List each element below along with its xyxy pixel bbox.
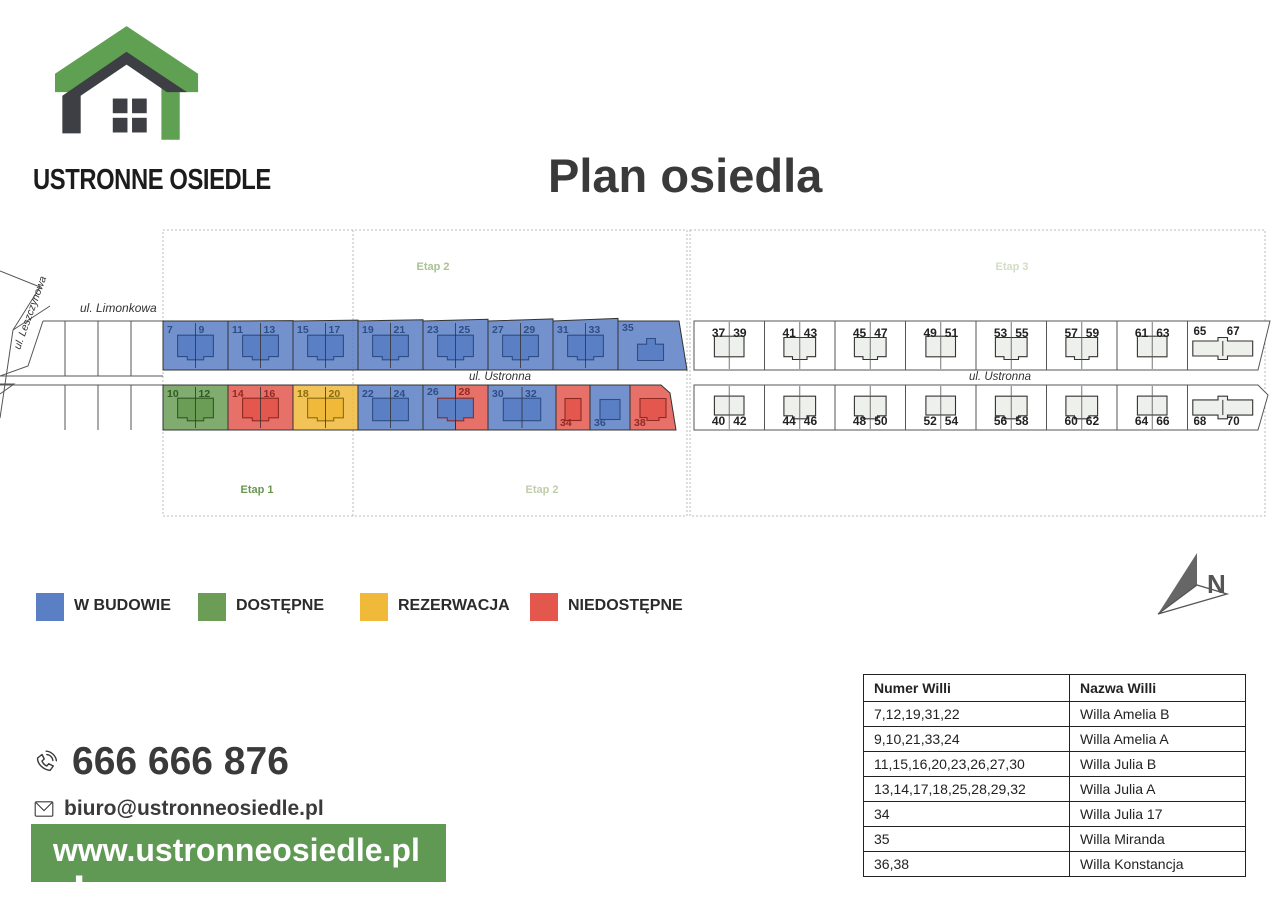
svg-text:25: 25 bbox=[459, 324, 471, 336]
svg-text:60: 60 bbox=[1064, 414, 1078, 428]
svg-text:63: 63 bbox=[1156, 326, 1170, 340]
svg-text:20: 20 bbox=[329, 388, 341, 400]
svg-text:24: 24 bbox=[394, 388, 406, 400]
svg-text:62: 62 bbox=[1086, 414, 1100, 428]
svg-text:22: 22 bbox=[362, 388, 374, 400]
svg-text:9: 9 bbox=[199, 324, 205, 336]
svg-text:55: 55 bbox=[1015, 326, 1029, 340]
svg-text:44: 44 bbox=[782, 414, 796, 428]
svg-text:38: 38 bbox=[634, 417, 646, 429]
svg-text:Etap 2: Etap 2 bbox=[416, 261, 449, 273]
svg-text:13: 13 bbox=[264, 324, 276, 336]
svg-text:N: N bbox=[1207, 569, 1226, 599]
svg-text:61: 61 bbox=[1135, 326, 1149, 340]
svg-text:42: 42 bbox=[733, 414, 747, 428]
svg-text:56: 56 bbox=[994, 414, 1008, 428]
svg-text:40: 40 bbox=[712, 414, 726, 428]
svg-text:65: 65 bbox=[1194, 326, 1207, 338]
svg-text:10: 10 bbox=[167, 388, 179, 400]
svg-text:32: 32 bbox=[525, 388, 537, 400]
svg-text:46: 46 bbox=[804, 414, 818, 428]
svg-text:58: 58 bbox=[1015, 414, 1029, 428]
svg-text:51: 51 bbox=[945, 326, 959, 340]
svg-text:53: 53 bbox=[994, 326, 1008, 340]
svg-text:11: 11 bbox=[232, 324, 243, 336]
svg-text:15: 15 bbox=[297, 324, 309, 336]
svg-text:ul. Leszczynowa: ul. Leszczynowa bbox=[12, 274, 50, 351]
svg-text:14: 14 bbox=[232, 388, 244, 400]
svg-text:29: 29 bbox=[524, 324, 536, 336]
svg-text:34: 34 bbox=[560, 417, 572, 429]
svg-text:70: 70 bbox=[1227, 416, 1240, 428]
svg-text:26: 26 bbox=[427, 386, 439, 398]
svg-text:21: 21 bbox=[394, 324, 406, 336]
svg-text:68: 68 bbox=[1194, 416, 1207, 428]
svg-text:36: 36 bbox=[594, 417, 606, 429]
svg-text:43: 43 bbox=[804, 326, 818, 340]
svg-text:50: 50 bbox=[874, 414, 888, 428]
svg-text:30: 30 bbox=[492, 388, 504, 400]
svg-text:57: 57 bbox=[1064, 326, 1078, 340]
svg-text:Etap 1: Etap 1 bbox=[240, 484, 273, 496]
svg-text:ul. Limonkowa: ul. Limonkowa bbox=[80, 301, 157, 315]
svg-text:18: 18 bbox=[297, 388, 309, 400]
svg-text:23: 23 bbox=[427, 324, 439, 336]
svg-text:33: 33 bbox=[589, 324, 601, 336]
svg-text:66: 66 bbox=[1156, 414, 1170, 428]
svg-text:Etap 3: Etap 3 bbox=[995, 261, 1028, 273]
svg-text:17: 17 bbox=[329, 324, 341, 336]
svg-text:59: 59 bbox=[1086, 326, 1100, 340]
svg-text:52: 52 bbox=[923, 414, 937, 428]
svg-text:67: 67 bbox=[1227, 326, 1240, 338]
svg-text:45: 45 bbox=[853, 326, 867, 340]
svg-text:ul. Ustronna: ul. Ustronna bbox=[469, 371, 531, 383]
svg-text:35: 35 bbox=[622, 322, 634, 334]
svg-text:47: 47 bbox=[874, 326, 888, 340]
svg-text:54: 54 bbox=[945, 414, 959, 428]
svg-text:12: 12 bbox=[199, 388, 211, 400]
svg-text:28: 28 bbox=[459, 386, 471, 398]
svg-text:64: 64 bbox=[1135, 414, 1149, 428]
svg-text:37: 37 bbox=[712, 326, 726, 340]
svg-text:31: 31 bbox=[557, 324, 569, 336]
svg-text:ul. Ustronna: ul. Ustronna bbox=[969, 371, 1031, 383]
svg-text:Etap 2: Etap 2 bbox=[525, 484, 558, 496]
svg-text:48: 48 bbox=[853, 414, 867, 428]
svg-text:39: 39 bbox=[733, 326, 747, 340]
svg-text:49: 49 bbox=[923, 326, 937, 340]
svg-text:19: 19 bbox=[362, 324, 374, 336]
svg-text:7: 7 bbox=[167, 324, 173, 336]
svg-text:27: 27 bbox=[492, 324, 504, 336]
svg-text:41: 41 bbox=[782, 326, 796, 340]
svg-text:16: 16 bbox=[264, 388, 276, 400]
